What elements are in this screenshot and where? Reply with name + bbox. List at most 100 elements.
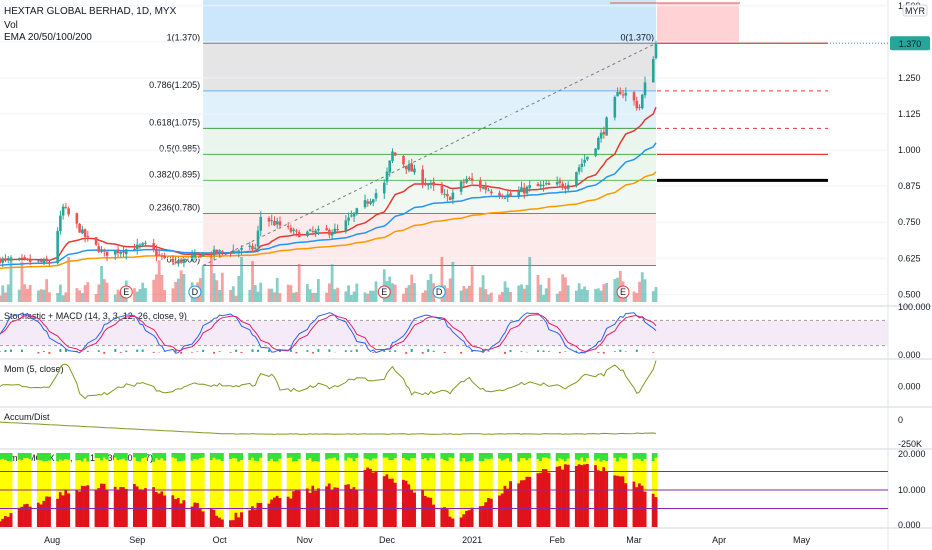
mcdx-yellow-bar <box>481 461 485 506</box>
candle-body <box>105 251 109 256</box>
volume-bar <box>632 291 636 302</box>
macd-hist-bar <box>471 350 474 352</box>
mcdx-yellow-bar <box>618 457 622 477</box>
mcdx-green-bar <box>525 453 529 461</box>
mcdx-red-bar <box>465 510 469 527</box>
mcdx-yellow-bar <box>116 460 120 491</box>
macd-hist-bar <box>504 351 506 354</box>
candle-body <box>522 187 526 194</box>
ema-legend[interactable]: EMA 20/50/100/200 <box>4 32 92 43</box>
time-axis-tick: Mar <box>626 535 642 545</box>
candle-body <box>544 183 548 185</box>
mcdx-green-bar <box>467 453 471 462</box>
mcdx-yellow-bar <box>234 458 238 513</box>
candle-body <box>330 233 334 236</box>
mcdx-yellow-bar <box>3 460 7 517</box>
volume-bar <box>286 284 290 302</box>
accum-dist-title[interactable]: Accum/Dist <box>4 412 50 422</box>
candle-body <box>133 248 136 251</box>
mcdx-red-bar <box>305 488 309 527</box>
stoch-macd-title[interactable]: Stochastic + MACD (14, 3, 3, 12, 26, clo… <box>4 311 187 321</box>
mcdx-yellow-bar <box>506 458 510 489</box>
volume-bar <box>393 284 397 302</box>
mcdx-red-bar <box>404 480 408 527</box>
volume-bar <box>327 283 331 302</box>
mcdx-green-bar <box>286 453 290 458</box>
volume-bar <box>566 285 570 302</box>
mcdx-green-bar <box>443 453 447 461</box>
mcdx-green-bar <box>105 453 109 460</box>
volume-bar <box>465 288 469 302</box>
event-marker <box>432 285 446 299</box>
price-axis-tick: 0.875 <box>898 181 921 191</box>
candle-body <box>374 193 378 199</box>
event-marker <box>616 285 630 299</box>
mcdx-yellow-bar <box>209 460 213 509</box>
mcdx-yellow-bar <box>97 458 101 489</box>
volume-bar <box>42 289 46 302</box>
momentum-title[interactable]: Mom (5, close) <box>4 364 64 374</box>
mcdx-green-bar <box>369 453 373 461</box>
mcdx-yellow-bar <box>272 461 276 498</box>
macd-hist-bar <box>306 350 309 352</box>
volume-bar <box>86 282 90 302</box>
macd-hist-bar <box>619 349 622 352</box>
mcdx-yellow-bar <box>423 458 427 496</box>
mcdx-green-bar <box>336 453 340 461</box>
mcdx-red-bar <box>349 488 353 527</box>
mcdx-yellow-bar <box>344 460 348 485</box>
mcdx-red-bar <box>152 487 156 527</box>
mcdx-green-bar <box>311 453 315 462</box>
macd-hist-bar <box>86 350 89 352</box>
candle-body <box>135 244 139 250</box>
mcdx-red-bar <box>423 495 427 527</box>
candle-body <box>402 155 405 165</box>
event-marker <box>119 285 133 299</box>
mcdx-yellow-bar <box>64 459 68 491</box>
mcdx-red-bar <box>248 510 252 527</box>
mcdx-yellow-bar <box>352 461 356 488</box>
candle-body <box>602 131 606 135</box>
volume-bar <box>171 288 175 302</box>
volume-bar <box>594 288 598 302</box>
volume-bar <box>421 292 425 302</box>
mcdx-red-bar <box>385 474 389 527</box>
mcdx-red-bar <box>369 468 373 527</box>
mcdx-red-bar <box>160 491 164 527</box>
mcdx-red-bar <box>580 465 584 527</box>
mcdx-yellow-bar <box>157 459 161 494</box>
mcdx-red-bar <box>382 476 386 527</box>
macd-hist-bar <box>635 349 638 352</box>
mcdx-red-bar <box>28 506 32 527</box>
volume-bar <box>487 294 490 302</box>
candle-body <box>314 230 317 233</box>
volume-bar <box>37 290 40 302</box>
volume-bar <box>481 275 485 302</box>
mcdx-red-bar <box>102 483 106 527</box>
macd-hist-bar <box>537 350 539 352</box>
volume-bar <box>347 285 350 302</box>
mcdx-yellow-bar <box>624 458 628 484</box>
macd-hist-bar <box>158 351 161 353</box>
mcdx-red-bar <box>616 475 620 527</box>
mcdx-red-bar <box>426 497 430 527</box>
volume-bar <box>45 279 49 302</box>
candle-body <box>23 257 27 259</box>
mcdx-green-bar <box>520 453 524 459</box>
mcdx-green-bar <box>270 453 274 459</box>
volume-bar <box>26 288 29 302</box>
mcdx-yellow-bar <box>465 461 469 511</box>
vol-legend[interactable]: Vol <box>4 20 18 31</box>
mcdx-yellow-bar <box>541 457 545 470</box>
macd-hist-bar <box>295 351 298 354</box>
mcdx-red-bar <box>61 495 65 527</box>
macd-hist-bar <box>558 351 561 354</box>
mcdx-green-bar <box>138 453 142 462</box>
currency-badge <box>902 4 928 17</box>
mcdx-yellow-bar <box>78 460 82 492</box>
mcdx-red-bar <box>555 466 559 527</box>
candle-body <box>605 117 608 136</box>
mcdx-red-bar <box>171 495 175 527</box>
candle-body <box>344 220 348 231</box>
